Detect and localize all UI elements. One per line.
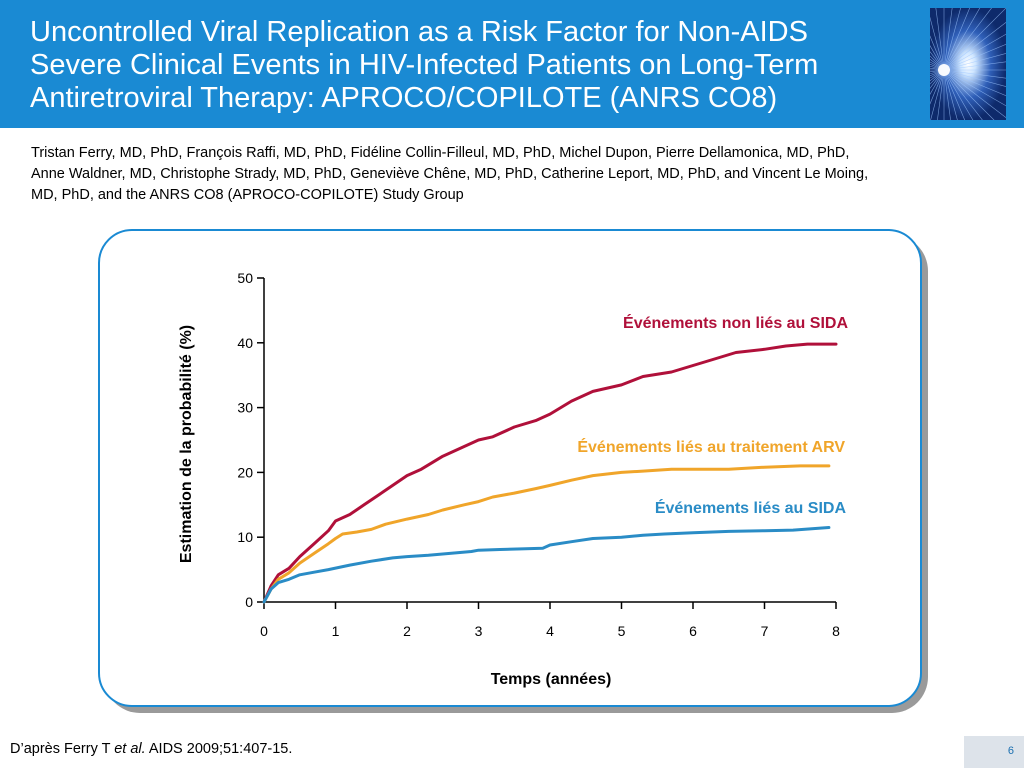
y-tick-label: 10: [237, 529, 253, 545]
author-line-2: Anne Waldner, MD, Christophe Strady, MD,…: [31, 166, 869, 182]
title-banner: Uncontrolled Viral Replication as a Risk…: [0, 0, 1024, 128]
title-line-3: Antiretroviral Therapy: APROCO/COPILOTE …: [30, 82, 778, 114]
reference-italic: et al.: [114, 741, 146, 757]
x-tick-label: 3: [475, 623, 483, 639]
author-line-1: Tristan Ferry, MD, PhD, François Raffi, …: [31, 145, 850, 161]
author-list: Tristan Ferry, MD, PhD, François Raffi, …: [31, 143, 1006, 206]
reference-citation: D’après Ferry T et al. AIDS 2009;51:407-…: [10, 741, 292, 757]
y-tick-label: 20: [237, 464, 253, 480]
series-line-3: [262, 526, 831, 604]
author-line-3: MD, PhD, and the ANRS CO8 (APROCO-COPILO…: [31, 187, 464, 203]
chart-panel: [98, 229, 922, 707]
x-tick-label: 4: [546, 623, 554, 639]
y-tick-label: 40: [237, 335, 253, 351]
series-label-3: Événements liés au SIDA: [655, 498, 847, 517]
title-line-2: Severe Clinical Events in HIV-Infected P…: [30, 49, 819, 81]
y-tick-label: 30: [237, 400, 253, 416]
x-tick-label: 2: [403, 623, 411, 639]
reference-suffix: AIDS 2009;51:407-15.: [145, 741, 293, 757]
series-label-2: Événements liés au traitement ARV: [577, 437, 845, 456]
x-tick-label: 1: [332, 623, 340, 639]
series-label-1: Événements non liés au SIDA: [623, 313, 848, 332]
title-line-1: Uncontrolled Viral Replication as a Risk…: [30, 16, 808, 48]
series-line-2: [262, 464, 831, 604]
x-tick-label: 8: [832, 623, 840, 639]
x-tick-label: 5: [618, 623, 626, 639]
y-tick-label: 0: [245, 594, 253, 610]
y-axis-title: Estimation de la probabilité (%): [178, 325, 195, 563]
page-number: 6: [1007, 745, 1014, 757]
reference-prefix: D’après Ferry T: [10, 741, 115, 757]
starburst-logo-icon: [930, 8, 1006, 120]
x-tick-label: 6: [689, 623, 697, 639]
series-line-1: [262, 342, 838, 604]
y-tick-label: 50: [237, 270, 253, 286]
slide-title: Uncontrolled Viral Replication as a Risk…: [30, 16, 910, 115]
x-tick-label: 0: [260, 623, 268, 639]
x-tick-label: 7: [761, 623, 769, 639]
page-number-box: 6: [964, 736, 1024, 768]
x-axis-title: Temps (années): [491, 671, 612, 688]
